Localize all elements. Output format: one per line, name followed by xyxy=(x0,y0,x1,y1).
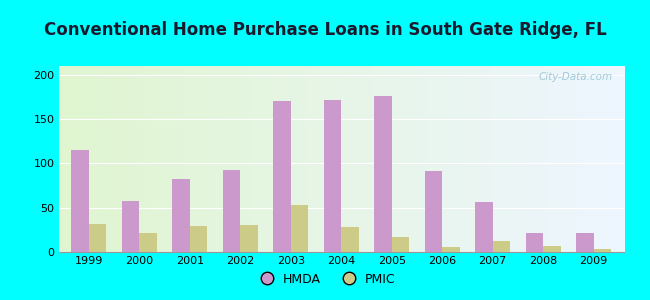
Legend: HMDA, PMIC: HMDA, PMIC xyxy=(250,268,400,291)
Bar xyxy=(172,179,190,252)
Bar xyxy=(493,242,510,252)
Bar xyxy=(324,100,341,252)
Bar xyxy=(424,170,442,252)
Bar xyxy=(190,226,207,252)
Bar xyxy=(576,233,593,252)
Bar xyxy=(291,205,309,252)
Bar xyxy=(392,237,410,252)
Bar xyxy=(71,150,89,252)
Bar xyxy=(273,101,291,252)
Bar xyxy=(526,232,543,252)
Bar xyxy=(89,224,107,252)
Bar xyxy=(341,227,359,252)
Bar xyxy=(543,246,561,252)
Text: City-Data.com: City-Data.com xyxy=(539,72,613,82)
Bar xyxy=(222,169,240,252)
Bar xyxy=(593,249,612,252)
Bar xyxy=(442,247,460,252)
Bar xyxy=(240,225,258,252)
Bar xyxy=(139,232,157,252)
Text: Conventional Home Purchase Loans in South Gate Ridge, FL: Conventional Home Purchase Loans in Sout… xyxy=(44,21,606,39)
Bar xyxy=(475,202,493,252)
Bar xyxy=(122,201,139,252)
Bar xyxy=(374,96,392,252)
